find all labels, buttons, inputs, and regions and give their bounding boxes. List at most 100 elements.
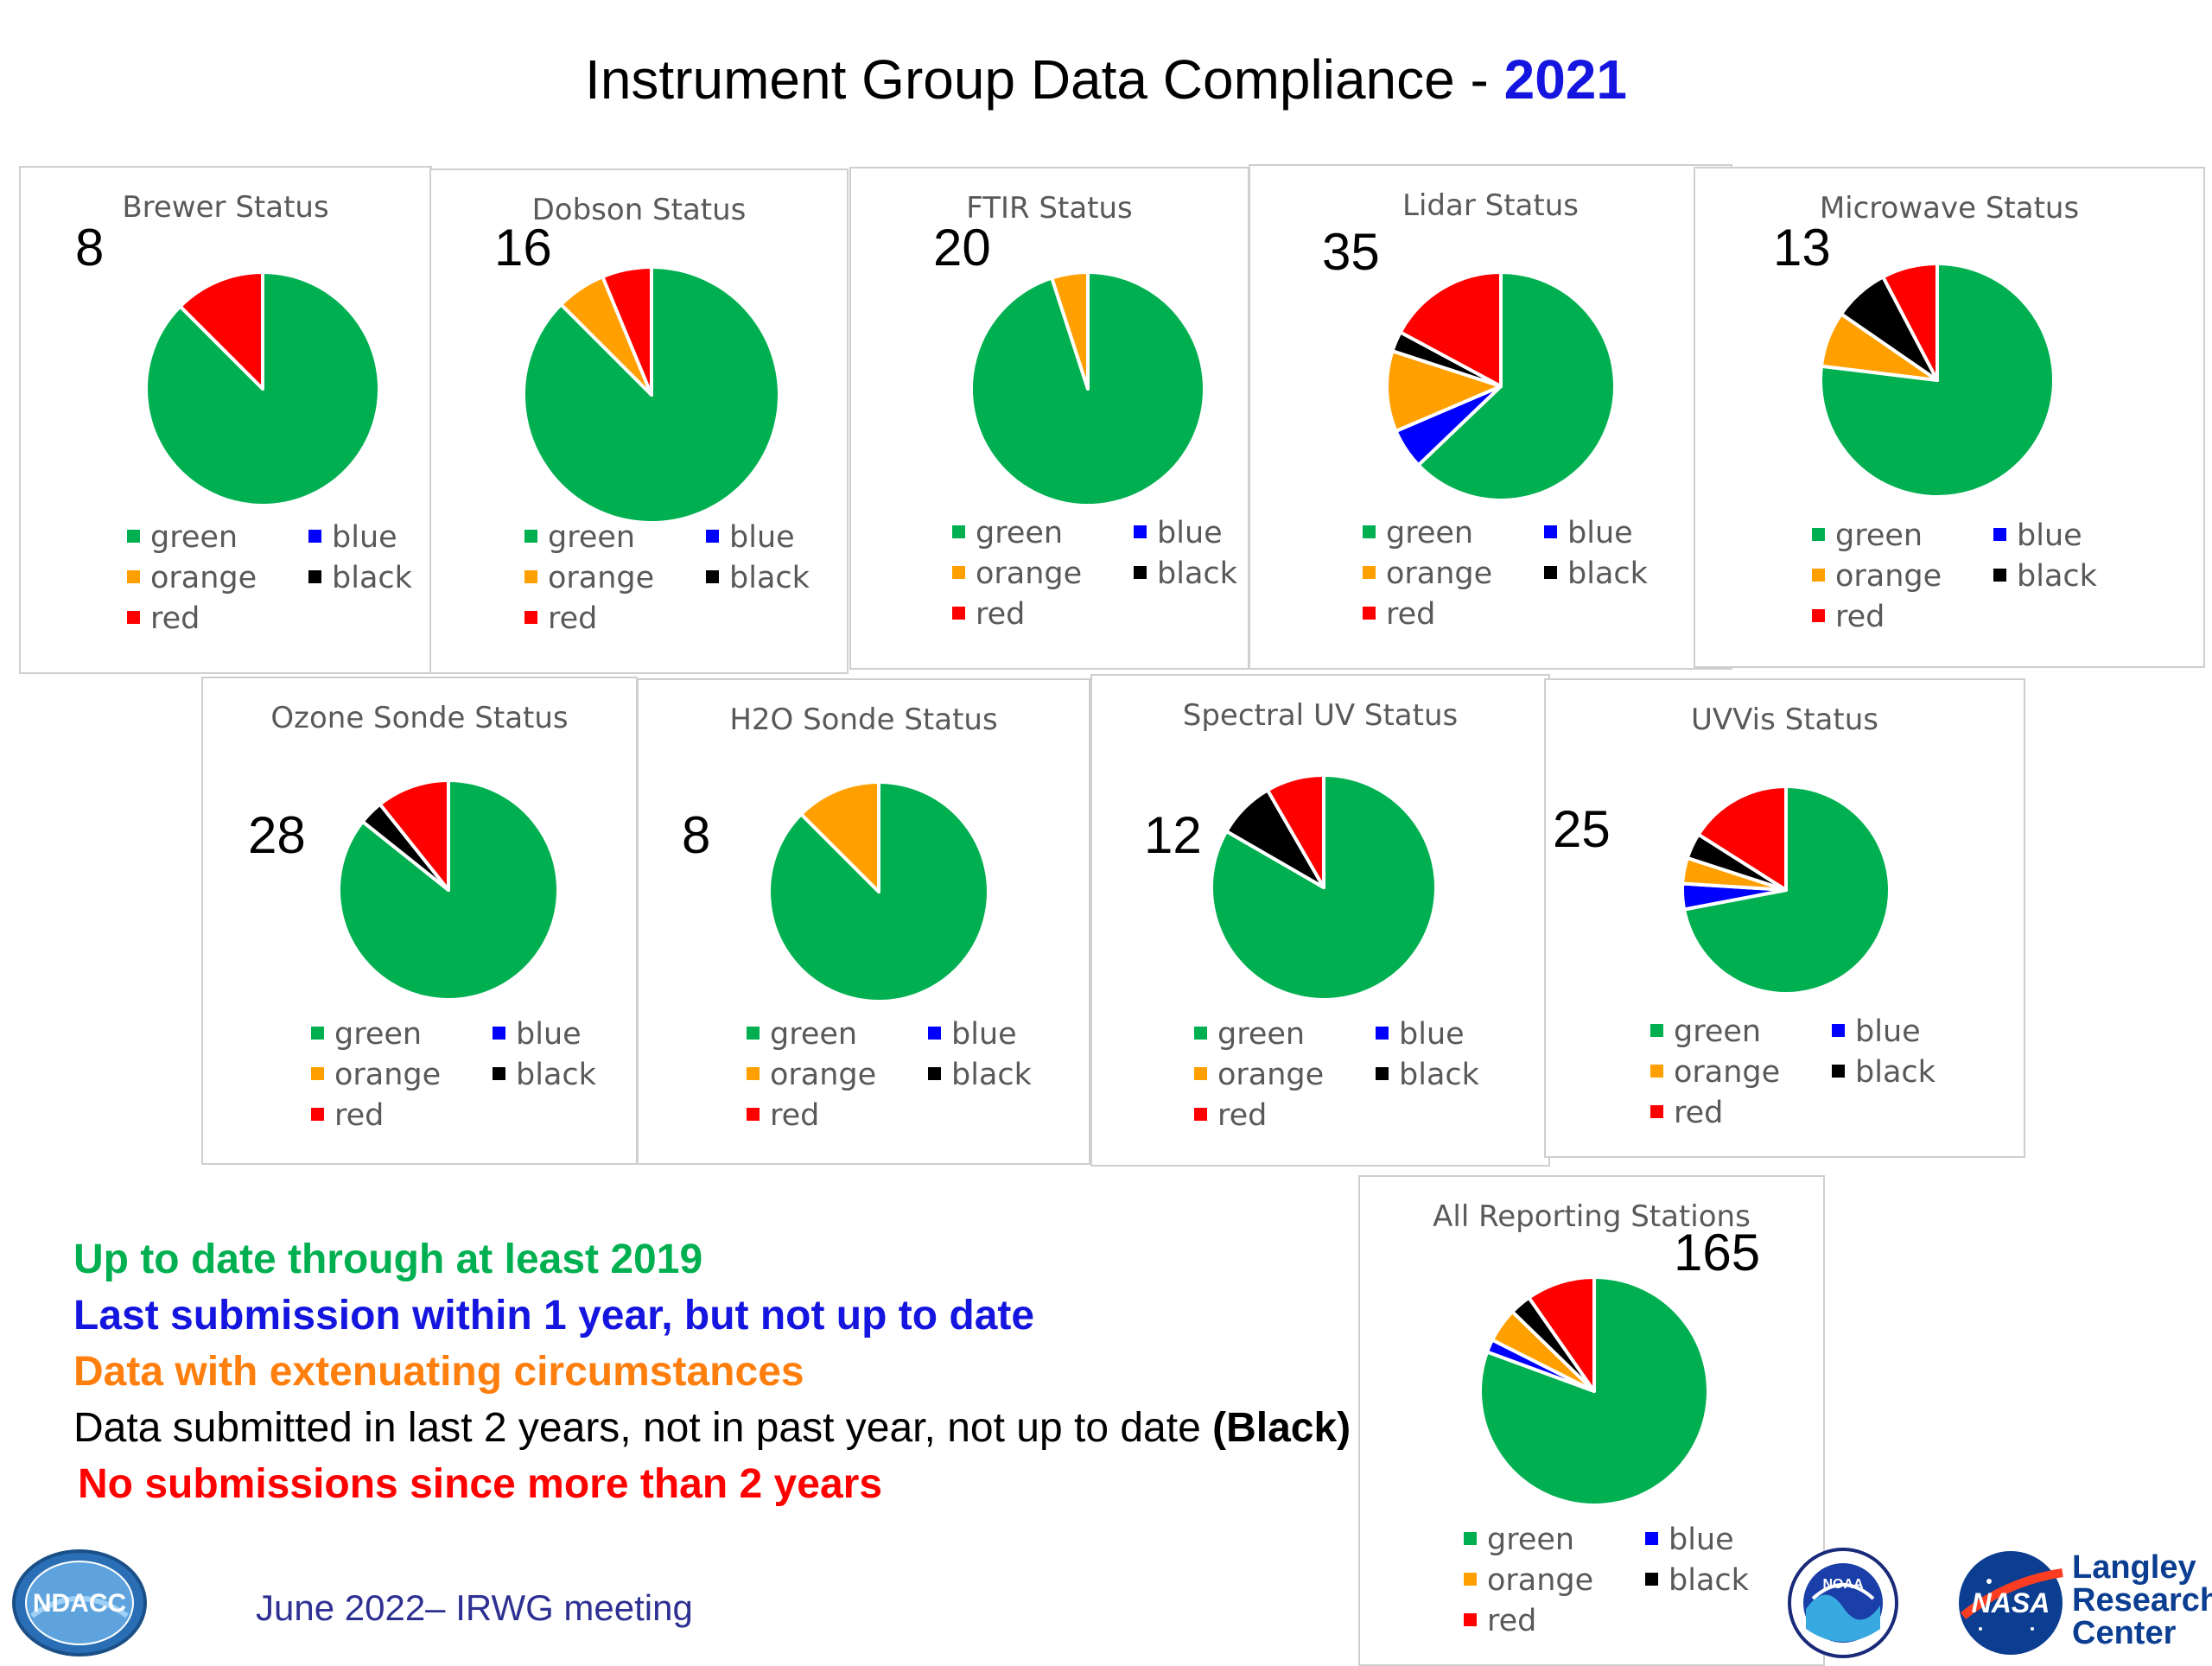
station-count-label: 20	[933, 219, 991, 277]
chart-title: Dobson Status	[531, 193, 747, 227]
legend-item-black: black	[1376, 1058, 1479, 1092]
legend-label-blue: blue	[516, 1017, 582, 1052]
legend-label-blue: blue	[729, 520, 795, 555]
legend-label-black: black	[1567, 556, 1648, 591]
legend-swatch-blue	[928, 1026, 941, 1040]
legend-item-red: red	[1812, 600, 1885, 634]
legend-label-orange: orange	[150, 561, 257, 595]
chart-panel: UVVis Status 25 green blue orange black red	[1544, 678, 2025, 1158]
title-text: Instrument Group Data Compliance -	[585, 48, 1504, 111]
chart-panel: Dobson Status 16 green blue orange black red	[429, 169, 849, 674]
chart-panel: Lidar Status 35 green blue orange black red	[1249, 164, 1732, 670]
legend-item-blue: blue	[308, 520, 397, 555]
legend-label-black: black	[1399, 1058, 1479, 1092]
station-count-label: 12	[1144, 806, 1202, 864]
legend-swatch-black	[706, 569, 719, 583]
legend-item-orange: orange	[1650, 1055, 1780, 1090]
legend-label-orange: orange	[1487, 1563, 1594, 1598]
status-note-text: Data with extenuating circumstances	[73, 1349, 804, 1395]
chart-panel: Ozone Sonde Status 28 green blue orange black…	[201, 677, 638, 1165]
legend-item-green: green	[524, 520, 635, 555]
legend-item-blue: blue	[1376, 1017, 1465, 1052]
langley-line-2: Research	[2072, 1582, 2212, 1618]
pie-chart	[767, 780, 990, 1003]
legend-item-green: green	[747, 1017, 857, 1052]
pie-slice-orange	[1050, 270, 1090, 391]
pie-slice-orange	[799, 780, 880, 893]
ndacc-logo-text: NDACC	[33, 1589, 126, 1618]
legend-item-red: red	[311, 1098, 384, 1133]
chart-title: Brewer Status	[122, 190, 329, 225]
legend-swatch-orange	[311, 1066, 324, 1080]
legend-swatch-green	[1464, 1531, 1477, 1545]
station-count-label: 35	[1322, 223, 1380, 281]
legend-swatch-green	[1194, 1026, 1207, 1040]
legend-swatch-orange	[952, 565, 965, 579]
legend-swatch-orange	[1363, 565, 1376, 579]
chart-panel: Microwave Status 13 green blue orange black re…	[1694, 167, 2205, 668]
legend-notes: Up to date through at least 2019 Last sub…	[73, 1231, 1351, 1512]
pie-slice-green	[337, 779, 560, 1002]
legend-swatch-red	[524, 610, 537, 624]
status-note-text: Last submission within 1 year, but not u…	[73, 1293, 1035, 1339]
legend-label-orange: orange	[334, 1058, 442, 1092]
legend-label-blue: blue	[2017, 518, 2082, 553]
legend-item-red: red	[1650, 1096, 1723, 1130]
legend-item-orange: orange	[1363, 556, 1492, 591]
pie-chart	[1385, 270, 1617, 502]
station-count-label: 8	[682, 806, 711, 864]
chart-title: UVVis Status	[1691, 703, 1878, 737]
legend-label-blue: blue	[1669, 1523, 1734, 1557]
legend-swatch-green	[127, 529, 140, 543]
legend-swatch-blue	[1993, 527, 2006, 541]
chart-title: Spectral UV Status	[1182, 698, 1459, 733]
pie-chart	[969, 270, 1206, 507]
legend-label-black: black	[332, 561, 412, 595]
pie-slice-orange	[1385, 349, 1503, 433]
legend-swatch-red	[1464, 1612, 1477, 1626]
legend-item-black: black	[1544, 556, 1648, 591]
langley-line-1: Langley	[2072, 1549, 2196, 1586]
legend-swatch-orange	[1194, 1066, 1207, 1080]
pie-chart	[1478, 1275, 1710, 1507]
legend-label-red: red	[150, 601, 200, 636]
legend-item-blue: blue	[1832, 1014, 1921, 1049]
pie-slice-red	[1266, 773, 1325, 889]
legend-item-red: red	[1363, 597, 1435, 632]
legend-label-green: green	[1386, 516, 1474, 550]
legend-swatch-green	[311, 1026, 324, 1040]
legend-swatch-green	[747, 1026, 760, 1040]
legend-swatch-black	[308, 569, 321, 583]
pie-chart	[1819, 262, 2056, 499]
legend-swatch-red	[952, 606, 965, 620]
legend-swatch-blue	[493, 1026, 505, 1040]
legend-swatch-black	[1832, 1064, 1845, 1078]
pie-chart	[522, 265, 781, 525]
legend-item-black: black	[928, 1058, 1032, 1092]
legend-label-orange: orange	[1217, 1058, 1325, 1092]
legend-item-blue: blue	[928, 1017, 1017, 1052]
legend-swatch-red	[311, 1107, 324, 1121]
legend-swatch-green	[524, 529, 537, 543]
legend-item-black: black	[493, 1058, 596, 1092]
legend-swatch-green	[1363, 525, 1376, 538]
legend-swatch-red	[1363, 606, 1376, 620]
status-note-suffix: (Black)	[1212, 1405, 1351, 1451]
legend-item-blue: blue	[493, 1017, 582, 1052]
chart-panel: H2O Sonde Status 8 green blue orange black red	[637, 678, 1090, 1165]
legend-label-green: green	[1487, 1523, 1575, 1557]
legend-label-red: red	[1217, 1098, 1268, 1133]
chart-panel: FTIR Status 20 green blue orange black red	[849, 167, 1249, 670]
legend-label-blue: blue	[1399, 1017, 1465, 1052]
station-count-label: 28	[248, 806, 306, 864]
legend-item-orange: orange	[127, 561, 257, 595]
legend-item-green: green	[1464, 1523, 1574, 1557]
pie-slice-red	[178, 270, 264, 391]
station-count-label: 8	[75, 219, 105, 277]
legend-item-green: green	[311, 1017, 422, 1052]
status-note-text: Data submitted in last 2 years, not in p…	[73, 1405, 1213, 1451]
legend-swatch-blue	[1134, 525, 1147, 538]
legend-label-blue: blue	[1855, 1014, 1921, 1049]
legend-label-orange: orange	[770, 1058, 877, 1092]
langley-logo: Langley Research Center	[2072, 1551, 2212, 1650]
